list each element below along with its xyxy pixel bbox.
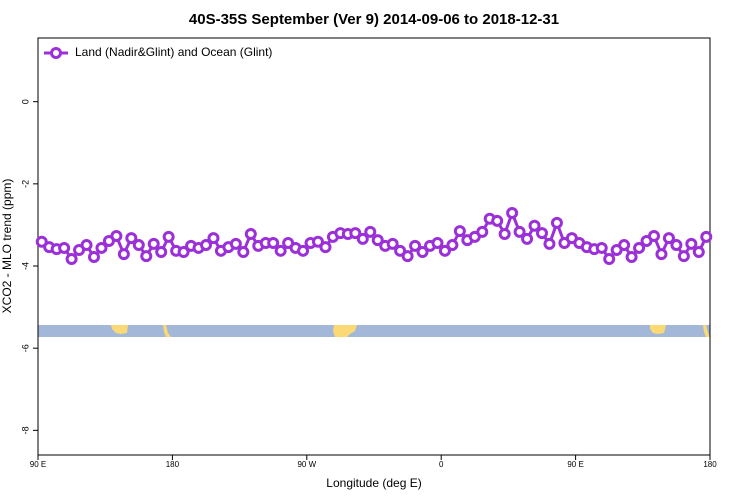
point bbox=[394, 244, 407, 257]
y-tick-label: -2 bbox=[20, 180, 30, 188]
point bbox=[476, 225, 489, 238]
point bbox=[237, 246, 250, 259]
point bbox=[88, 250, 100, 263]
point bbox=[498, 227, 511, 240]
point bbox=[670, 239, 683, 252]
point bbox=[297, 244, 310, 257]
point bbox=[319, 241, 332, 254]
ocean-band bbox=[38, 325, 710, 337]
point bbox=[125, 232, 138, 245]
point bbox=[207, 232, 220, 245]
point bbox=[506, 207, 519, 220]
point bbox=[371, 234, 384, 247]
point bbox=[438, 244, 451, 257]
map-strip bbox=[38, 325, 710, 337]
point bbox=[528, 219, 541, 232]
point bbox=[595, 241, 608, 254]
land bbox=[163, 325, 171, 337]
point bbox=[356, 232, 369, 245]
point bbox=[431, 237, 444, 250]
y-tick-label: -6 bbox=[20, 344, 30, 352]
point bbox=[312, 235, 324, 248]
point bbox=[700, 230, 713, 243]
y-axis-label: XCO2 - MLO trend (ppm) bbox=[0, 179, 14, 314]
point bbox=[677, 250, 690, 263]
point bbox=[58, 241, 71, 254]
point bbox=[35, 235, 48, 248]
point bbox=[662, 232, 675, 245]
point bbox=[140, 250, 153, 263]
point bbox=[603, 253, 616, 266]
plot-frame bbox=[37, 37, 711, 456]
point bbox=[513, 225, 526, 238]
x-tick-label: 90 E bbox=[567, 460, 583, 469]
point bbox=[155, 246, 168, 259]
point bbox=[349, 227, 362, 240]
chart-title: 40S-35S September (Ver 9) 2014-09-06 to … bbox=[189, 11, 559, 28]
point bbox=[633, 241, 646, 254]
point bbox=[200, 239, 212, 252]
point bbox=[416, 246, 429, 259]
land bbox=[650, 325, 666, 334]
point bbox=[117, 248, 130, 261]
point bbox=[521, 232, 534, 245]
point bbox=[132, 239, 145, 252]
x-axis-label: Longitude (deg E) bbox=[326, 476, 421, 490]
land bbox=[111, 325, 128, 334]
point bbox=[244, 227, 257, 240]
point bbox=[162, 230, 175, 243]
point bbox=[618, 239, 631, 252]
point bbox=[550, 216, 563, 229]
x-tick-label: 180 bbox=[703, 460, 717, 469]
point bbox=[648, 230, 660, 243]
point bbox=[364, 225, 377, 238]
point bbox=[625, 250, 638, 263]
y-tick-label: -4 bbox=[20, 262, 30, 270]
point bbox=[229, 237, 242, 250]
point bbox=[95, 241, 108, 254]
y-tick-label: -8 bbox=[20, 426, 30, 434]
point bbox=[147, 237, 160, 250]
x-tick-label: 0 bbox=[439, 460, 444, 469]
point bbox=[110, 230, 123, 243]
point bbox=[685, 237, 698, 250]
point bbox=[267, 237, 280, 250]
point bbox=[386, 237, 399, 250]
point bbox=[446, 239, 459, 252]
legend-marker bbox=[50, 47, 62, 59]
point bbox=[491, 214, 504, 227]
point bbox=[177, 246, 190, 259]
point bbox=[655, 248, 668, 261]
point bbox=[80, 239, 93, 252]
point bbox=[65, 253, 78, 266]
x-tick-label: 90 E bbox=[30, 460, 46, 469]
legend-label: Land (Nadir&Glint) and Ocean (Glint) bbox=[75, 45, 272, 59]
point bbox=[543, 237, 556, 250]
point bbox=[453, 225, 466, 238]
y-tick-label: 0 bbox=[20, 99, 30, 104]
x-tick-label: 180 bbox=[166, 460, 180, 469]
x-tick-label: 90 W bbox=[297, 460, 316, 469]
land bbox=[333, 325, 357, 337]
point bbox=[536, 227, 548, 240]
point bbox=[692, 246, 705, 259]
point bbox=[274, 244, 287, 257]
point bbox=[409, 239, 422, 252]
point bbox=[401, 250, 414, 263]
land bbox=[703, 325, 710, 337]
